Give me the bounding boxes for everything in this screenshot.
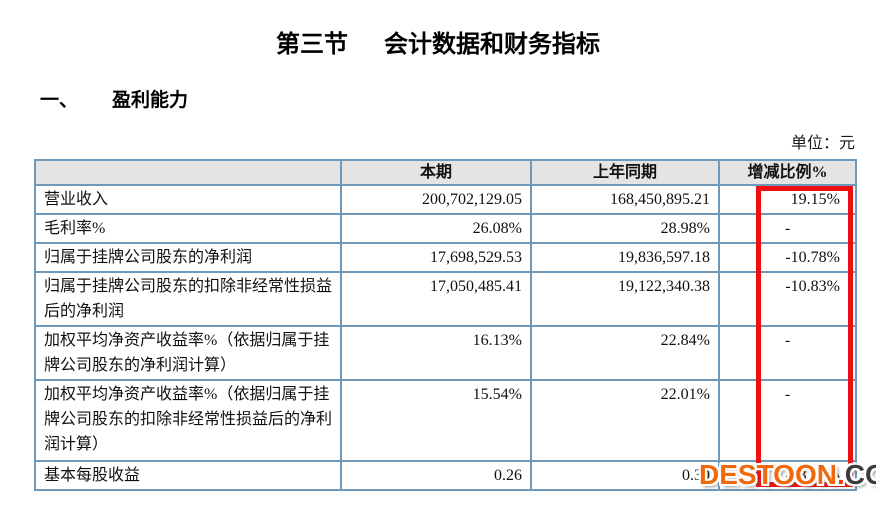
table-row: 加权平均净资产收益率%（依据归属于挂牌公司股东的扣除非经常性损益后的净利润计算）… [34, 379, 857, 462]
change-ratio-value: - [718, 379, 857, 462]
change-ratio-value: - [718, 325, 857, 381]
current-period-value: 16.13% [340, 325, 532, 381]
section-number: 第三节 [276, 31, 348, 58]
table-row: 归属于挂牌公司股东的净利润 17,698,529.53 19,836,597.1… [34, 242, 857, 273]
table-row: 归属于挂牌公司股东的扣除非经常性损益后的净利润 17,050,485.41 19… [34, 271, 857, 327]
prior-period-value: 0.30 [530, 460, 720, 491]
heading-number: 一、 [40, 90, 79, 111]
current-period-value: 17,050,485.41 [340, 271, 532, 327]
destoon-watermark: DESTOON.COM [699, 459, 876, 491]
header-prior-period: 上年同期 [530, 159, 720, 186]
financial-indicators-table: 本期 上年同期 增减比例% 营业收入 200,702,129.05 168,45… [34, 159, 857, 491]
row-label: 营业收入 [34, 184, 342, 215]
prior-period-value: 19,122,340.38 [530, 271, 720, 327]
current-period-value: 26.08% [340, 213, 532, 244]
row-label: 归属于挂牌公司股东的净利润 [34, 242, 342, 273]
row-label: 加权平均净资产收益率%（依据归属于挂牌公司股东的净利润计算） [34, 325, 342, 381]
change-ratio-value: -10.78% [718, 242, 857, 273]
prior-period-value: 168,450,895.21 [530, 184, 720, 215]
current-period-value: 17,698,529.53 [340, 242, 532, 273]
table-row: 基本每股收益 0.26 0.30 -13.33% [34, 460, 857, 491]
table-row: 营业收入 200,702,129.05 168,450,895.21 19.15… [34, 184, 857, 215]
table-row: 毛利率% 26.08% 28.98% - [34, 213, 857, 244]
current-period-value: 200,702,129.05 [340, 184, 532, 215]
change-ratio-value: 19.15% [718, 184, 857, 215]
watermark-dot: . [836, 459, 845, 490]
row-label: 毛利率% [34, 213, 342, 244]
watermark-name: DESTOON [699, 459, 837, 490]
watermark-tld: COM [844, 459, 876, 490]
table-row: 加权平均净资产收益率%（依据归属于挂牌公司股东的净利润计算） 16.13% 22… [34, 325, 857, 381]
heading-text: 盈利能力 [112, 90, 189, 111]
prior-period-value: 19,836,597.18 [530, 242, 720, 273]
unit-label: 单位：元 [790, 135, 855, 152]
change-ratio-value: -10.83% [718, 271, 857, 327]
row-label: 归属于挂牌公司股东的扣除非经常性损益后的净利润 [34, 271, 342, 327]
change-ratio-value: - [718, 213, 857, 244]
table-header-row: 本期 上年同期 增减比例% [34, 159, 857, 186]
header-current-period: 本期 [340, 159, 532, 186]
header-change-ratio: 增减比例% [718, 159, 857, 186]
row-label: 基本每股收益 [34, 460, 342, 491]
prior-period-value: 22.01% [530, 379, 720, 462]
prior-period-value: 28.98% [530, 213, 720, 244]
current-period-value: 15.54% [340, 379, 532, 462]
prior-period-value: 22.84% [530, 325, 720, 381]
profitability-heading: 一、 盈利能力 [40, 85, 188, 112]
section-title: 第三节 会计数据和财务指标 [0, 24, 876, 59]
current-period-value: 0.26 [340, 460, 532, 491]
header-item-blank [34, 159, 342, 186]
section-name: 会计数据和财务指标 [384, 31, 600, 58]
row-label: 加权平均净资产收益率%（依据归属于挂牌公司股东的扣除非经常性损益后的净利润计算） [34, 379, 342, 462]
